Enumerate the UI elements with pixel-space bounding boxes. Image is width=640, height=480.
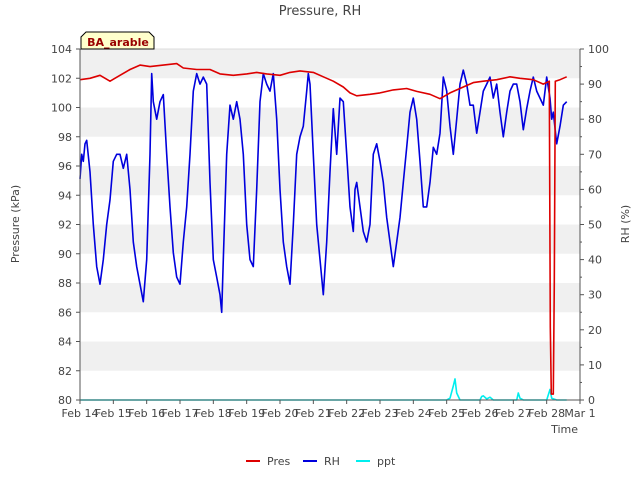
x-axis-label: Time: [550, 423, 578, 436]
background-band: [80, 224, 580, 254]
y-left-tick-label: 88: [58, 277, 72, 290]
y-right-tick-label: 60: [588, 183, 602, 196]
y-right-tick-label: 90: [588, 78, 602, 91]
legend-label-rh: RH: [324, 455, 340, 468]
background-band: [80, 283, 580, 313]
x-tick-label: Feb 16: [128, 407, 165, 420]
background-band: [80, 341, 580, 371]
station-label-text: BA_arable: [87, 36, 149, 49]
x-tick-label: Feb 17: [162, 407, 199, 420]
y-left-tick-label: 98: [58, 131, 72, 144]
x-tick-label: Mar 1: [564, 407, 595, 420]
station-label-box: [80, 31, 155, 50]
x-tick-label: Feb 27: [495, 407, 532, 420]
y-right-tick-label: 100: [588, 43, 609, 56]
x-tick-label: Feb 23: [362, 407, 399, 420]
y-left-tick-label: 104: [51, 43, 72, 56]
y-left-tick-label: 96: [58, 160, 72, 173]
legend: Pres RH ppt: [246, 455, 396, 468]
y-left-tick-label: 82: [58, 365, 72, 378]
y-right-tick-label: 0: [588, 394, 595, 407]
series-line-pres: [79, 62, 568, 395]
x-tick-label: Feb 18: [195, 407, 232, 420]
y-left-tick-label: 84: [58, 336, 72, 349]
chart-title: Pressure, RH: [279, 4, 362, 19]
y-left-tick-label: 86: [58, 306, 72, 319]
background-band: [80, 107, 580, 137]
y-left-tick-label: 90: [58, 248, 72, 261]
x-tick-label: Feb 26: [462, 407, 499, 420]
x-tick-label: Feb 21: [295, 407, 332, 420]
y-left-axis: 80 82 84 86 88 90 92 94 96 98 100 102 104: [51, 43, 81, 407]
station-label: BA_arable: [80, 31, 155, 50]
y-right-tick-label: 10: [588, 359, 602, 372]
y-right-tick-label: 70: [588, 148, 602, 161]
y-right-axis-label: RH (%): [619, 205, 632, 243]
series-line-rh: [79, 69, 568, 314]
y-left-tick-label: 80: [58, 394, 72, 407]
y-left-tick-label: 100: [51, 102, 72, 115]
x-tick-label: Feb 15: [95, 407, 132, 420]
y-right-tick-label: 40: [588, 254, 602, 267]
x-tick-label: Feb 28: [528, 407, 565, 420]
y-right-axis: 0 10 20 30 40 50 60 70 80 90 100: [579, 43, 609, 407]
plot-area: [79, 48, 581, 401]
y-left-axis-label: Pressure (kPa): [9, 185, 22, 263]
background-band: [80, 49, 580, 79]
x-tick-label: Feb 22: [328, 407, 365, 420]
y-left-tick-label: 92: [58, 219, 72, 232]
x-tick-label: Feb 24: [395, 407, 432, 420]
legend-label-ppt: ppt: [377, 455, 396, 468]
background-bands: [80, 49, 580, 371]
x-tick-label: Feb 25: [428, 407, 465, 420]
x-tick-label: Feb 14: [62, 407, 99, 420]
y-left-tick-label: 102: [51, 72, 72, 85]
x-tick-label: Feb 19: [228, 407, 265, 420]
y-right-tick-label: 80: [588, 113, 602, 126]
y-right-tick-label: 50: [588, 219, 602, 232]
y-left-tick-label: 94: [58, 189, 72, 202]
series-lines: [79, 62, 568, 401]
y-right-tick-label: 20: [588, 324, 602, 337]
y-right-tick-label: 30: [588, 289, 602, 302]
legend-label-pres: Pres: [267, 455, 290, 468]
x-tick-label: Feb 20: [262, 407, 299, 420]
series-line-ppt: [80, 378, 567, 401]
